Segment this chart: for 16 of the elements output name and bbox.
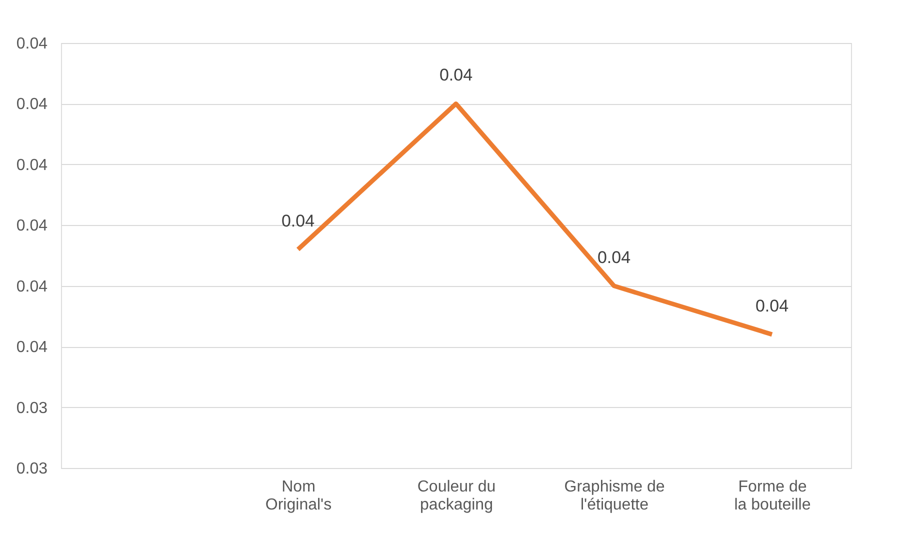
y-tick-label: 0.03 — [16, 460, 48, 478]
x-tick-label: Graphisme de l'étiquette — [564, 478, 665, 514]
x-tick-label: Nom Original's — [265, 478, 332, 514]
data-label: 0.04 — [281, 211, 315, 230]
data-label: 0.04 — [755, 296, 789, 316]
y-tick-label: 0.04 — [16, 96, 48, 114]
y-tick-label: 0.04 — [16, 278, 48, 296]
y-tick-label: 0.04 — [16, 156, 48, 174]
data-label: 0.04 — [439, 66, 473, 85]
y-tick-label: 0.04 — [16, 218, 48, 235]
y-tick-label: 0.04 — [16, 36, 48, 52]
x-tick-label: Couleur du packaging — [417, 478, 496, 514]
y-tick-label: 0.03 — [16, 400, 48, 417]
x-tick-label: Forme de la bouteille — [734, 478, 811, 514]
y-tick-label: 0.04 — [16, 339, 48, 356]
data-label: 0.04 — [597, 248, 631, 267]
